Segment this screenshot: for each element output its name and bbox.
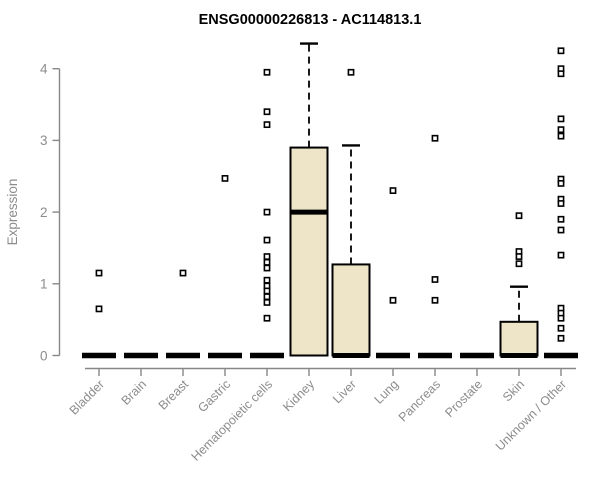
outlier-point (263, 293, 271, 301)
outlier-point (515, 260, 523, 268)
outlier-point (431, 296, 439, 304)
outlier-point (263, 314, 271, 322)
x-tick-label: Liver (330, 377, 359, 406)
outlier-point (95, 269, 103, 277)
outlier-point (95, 305, 103, 313)
y-tick-label: 4 (40, 62, 48, 77)
outlier-point (515, 212, 523, 220)
outlier-point (431, 134, 439, 142)
outlier-point (557, 132, 565, 140)
flat-median-bar (544, 352, 578, 359)
outlier-point (263, 236, 271, 244)
y-tick-label: 0 (40, 348, 48, 363)
outlier-point (263, 208, 271, 216)
flat-median-bar (82, 352, 116, 359)
x-tick-label: Lung (372, 377, 402, 407)
plot-area: 0 1 2 3 4 Bladder Brain Breast GastricHematopoie… (40, 42, 578, 464)
x-tick-label: Prostate (442, 377, 485, 420)
outlier-point (263, 108, 271, 116)
y-axis-label: Expression (5, 179, 20, 246)
x-tick-label: Unknown / Other (493, 377, 569, 453)
box (289, 146, 329, 357)
outlier-point (557, 126, 565, 134)
outlier-point (263, 258, 271, 266)
outlier-point (515, 253, 523, 260)
x-tick-label: Kidney (280, 377, 317, 414)
outlier-point (557, 115, 565, 123)
outlier-point (263, 299, 271, 306)
x-tick-label: Hematopoietic cells (189, 377, 276, 464)
x-tick-label: Skin (500, 377, 527, 404)
outlier-point (557, 70, 565, 78)
outlier-point (557, 251, 565, 259)
flat-median-bar (418, 352, 452, 359)
outlier-point (431, 276, 439, 283)
box (499, 320, 539, 357)
outlier-point (263, 264, 271, 272)
flat-median-bar (250, 352, 284, 359)
flat-median-bar (460, 352, 494, 359)
x-tick-label: Breast (156, 377, 192, 413)
outlier-point (557, 334, 565, 342)
y-tick-label: 2 (40, 205, 48, 220)
outlier-point (347, 68, 355, 76)
outlier-point (557, 47, 565, 55)
outlier-point (557, 226, 565, 234)
x-tick-label: Gastric (195, 377, 233, 415)
outlier-point (557, 200, 565, 207)
flat-median-bar (166, 352, 200, 359)
flat-median-bar (208, 352, 242, 359)
outlier-point (557, 180, 565, 187)
outlier-point (263, 276, 271, 284)
y-tick-label: 3 (40, 133, 48, 148)
x-tick-label: Pancreas (396, 377, 443, 424)
flat-median-bar (124, 352, 158, 359)
y-tick-label: 1 (40, 277, 48, 292)
outlier-point (389, 296, 397, 304)
outlier-point (179, 269, 187, 277)
chart-title: ENSG00000226813 - AC114813.1 (199, 12, 422, 28)
outlier-point (557, 215, 565, 223)
outlier-point (263, 68, 271, 76)
x-tick-label: Brain (119, 377, 150, 408)
x-tick-label: Bladder (67, 377, 107, 417)
outlier-point (263, 287, 271, 295)
outlier-point (263, 121, 271, 129)
outlier-point (263, 253, 271, 260)
box (331, 263, 371, 357)
flat-median-bar (376, 352, 410, 359)
outlier-point (557, 324, 565, 332)
outlier-point (221, 175, 229, 182)
outlier-point (389, 187, 397, 194)
outlier-point (557, 314, 565, 322)
